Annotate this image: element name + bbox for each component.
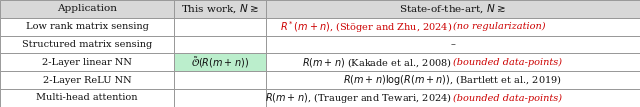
Bar <box>0 0 174 18</box>
Bar <box>174 71 266 89</box>
Bar <box>174 0 266 18</box>
Text: This work, $N \gtrsim$: This work, $N \gtrsim$ <box>181 3 259 15</box>
Text: Application: Application <box>57 4 117 13</box>
Bar <box>0 71 174 89</box>
Text: $R(m+n)$, (Trauger and Tewari, 2024): $R(m+n)$, (Trauger and Tewari, 2024) <box>266 91 453 105</box>
Bar <box>174 36 266 53</box>
Bar <box>0 53 174 71</box>
Bar <box>0 36 174 53</box>
Text: (bounded data-points): (bounded data-points) <box>453 58 562 67</box>
Bar <box>174 18 266 36</box>
Bar <box>266 89 640 107</box>
Text: Multi-head attention: Multi-head attention <box>36 93 138 103</box>
Text: Structured matrix sensing: Structured matrix sensing <box>22 40 152 49</box>
Bar <box>0 18 174 36</box>
Bar <box>0 71 174 89</box>
Bar <box>174 89 266 107</box>
Bar <box>174 18 266 36</box>
Bar <box>0 53 174 71</box>
Bar <box>174 71 266 89</box>
Bar <box>266 36 640 53</box>
Bar <box>174 36 266 53</box>
Text: $R(m+n)\log(R(m+n))$, (Bartlett et al., 2019): $R(m+n)\log(R(m+n))$, (Bartlett et al., … <box>343 73 563 87</box>
Text: State-of-the-art, $N \gtrsim$: State-of-the-art, $N \gtrsim$ <box>399 3 506 15</box>
Bar <box>266 18 640 36</box>
Bar <box>0 89 174 107</box>
Bar <box>266 71 640 89</box>
Text: (bounded data-points): (bounded data-points) <box>453 93 562 103</box>
Text: $\tilde{\mathcal{O}}(R(m+n))$: $\tilde{\mathcal{O}}(R(m+n))$ <box>191 55 249 70</box>
Text: Low rank matrix sensing: Low rank matrix sensing <box>26 22 148 31</box>
Bar <box>266 89 640 107</box>
Text: $R^*(m+n)$, (Stöger and Zhu, 2024): $R^*(m+n)$, (Stöger and Zhu, 2024) <box>280 19 453 35</box>
Bar <box>174 89 266 107</box>
Bar <box>174 53 266 71</box>
Bar <box>174 53 266 71</box>
Text: (no regularization): (no regularization) <box>453 22 545 31</box>
Bar <box>0 89 174 107</box>
Bar <box>266 53 640 71</box>
Bar <box>0 18 174 36</box>
Bar <box>0 0 174 18</box>
Text: $R(m+n)$ (Kakade et al., 2008): $R(m+n)$ (Kakade et al., 2008) <box>302 56 453 69</box>
Bar <box>266 53 640 71</box>
Bar <box>174 0 266 18</box>
Bar <box>266 18 640 36</box>
Bar <box>266 0 640 18</box>
Text: 2-Layer linear NN: 2-Layer linear NN <box>42 58 132 67</box>
Text: –: – <box>451 40 455 49</box>
Bar <box>0 36 174 53</box>
Bar <box>266 0 640 18</box>
Bar <box>266 71 640 89</box>
Text: 2-Layer ReLU NN: 2-Layer ReLU NN <box>43 76 131 85</box>
Bar <box>266 36 640 53</box>
